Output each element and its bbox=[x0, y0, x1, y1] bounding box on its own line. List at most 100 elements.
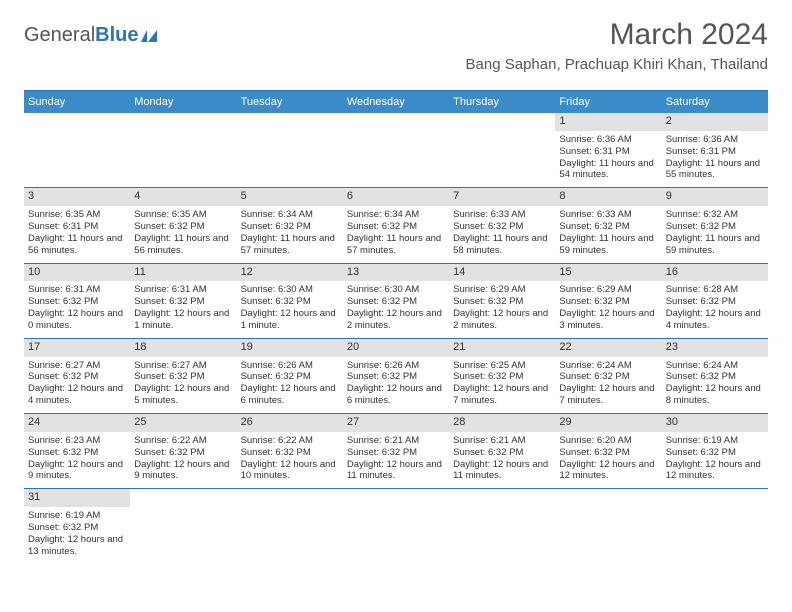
day-daylight: Daylight: 12 hours and 13 minutes. bbox=[28, 534, 126, 558]
calendar-cell: 1Sunrise: 6:36 AMSunset: 6:31 PMDaylight… bbox=[555, 113, 661, 188]
day-daylight: Daylight: 11 hours and 56 minutes. bbox=[28, 233, 126, 257]
day-sunrise: Sunrise: 6:20 AM bbox=[559, 435, 657, 447]
weekday-header: Friday bbox=[555, 91, 661, 113]
day-number: 4 bbox=[130, 188, 236, 206]
day-number: 14 bbox=[449, 264, 555, 282]
day-number: 6 bbox=[343, 188, 449, 206]
day-sunrise: Sunrise: 6:36 AM bbox=[666, 134, 764, 146]
day-daylight: Daylight: 12 hours and 4 minutes. bbox=[666, 308, 764, 332]
day-daylight: Daylight: 12 hours and 11 minutes. bbox=[453, 459, 551, 483]
calendar-body: 1Sunrise: 6:36 AMSunset: 6:31 PMDaylight… bbox=[24, 113, 768, 564]
calendar-cell: 30Sunrise: 6:19 AMSunset: 6:32 PMDayligh… bbox=[662, 414, 768, 489]
day-number: 31 bbox=[24, 489, 130, 507]
day-sunrise: Sunrise: 6:33 AM bbox=[453, 209, 551, 221]
day-sunrise: Sunrise: 6:36 AM bbox=[559, 134, 657, 146]
day-sunrise: Sunrise: 6:30 AM bbox=[241, 284, 339, 296]
day-sunrise: Sunrise: 6:32 AM bbox=[666, 209, 764, 221]
logo-flag-icon bbox=[141, 28, 163, 44]
calendar-cell: 17Sunrise: 6:27 AMSunset: 6:32 PMDayligh… bbox=[24, 339, 130, 414]
day-daylight: Daylight: 12 hours and 7 minutes. bbox=[453, 383, 551, 407]
day-sunrise: Sunrise: 6:27 AM bbox=[28, 360, 126, 372]
day-sunrise: Sunrise: 6:24 AM bbox=[559, 360, 657, 372]
day-sunrise: Sunrise: 6:24 AM bbox=[666, 360, 764, 372]
day-daylight: Daylight: 12 hours and 12 minutes. bbox=[559, 459, 657, 483]
day-sunset: Sunset: 6:31 PM bbox=[28, 221, 126, 233]
day-number: 5 bbox=[237, 188, 343, 206]
day-sunrise: Sunrise: 6:26 AM bbox=[241, 360, 339, 372]
day-sunrise: Sunrise: 6:22 AM bbox=[241, 435, 339, 447]
calendar-cell-empty bbox=[24, 113, 130, 188]
day-sunset: Sunset: 6:32 PM bbox=[28, 522, 126, 534]
day-daylight: Daylight: 11 hours and 56 minutes. bbox=[134, 233, 232, 257]
day-number: 11 bbox=[130, 264, 236, 282]
day-sunrise: Sunrise: 6:21 AM bbox=[453, 435, 551, 447]
title-block: March 2024 Bang Saphan, Prachuap Khiri K… bbox=[466, 18, 768, 73]
day-number: 9 bbox=[662, 188, 768, 206]
day-daylight: Daylight: 12 hours and 12 minutes. bbox=[666, 459, 764, 483]
calendar-cell: 20 Sunrise: 6:26 AMSunset: 6:32 PMDayligh… bbox=[343, 339, 449, 414]
day-daylight: Daylight: 11 hours and 55 minutes. bbox=[666, 158, 764, 182]
day-sunrise: Sunrise: 6:30 AM bbox=[347, 284, 445, 296]
day-number: 20 bbox=[343, 339, 449, 357]
calendar-cell: 11Sunrise: 6:31 AMSunset: 6:32 PMDayligh… bbox=[130, 264, 236, 339]
day-sunrise: Sunrise: 6:26 AM bbox=[347, 360, 445, 372]
calendar-cell: 18Sunrise: 6:27 AMSunset: 6:32 PMDayligh… bbox=[130, 339, 236, 414]
day-number: 10 bbox=[24, 264, 130, 282]
calendar-cell: 27Sunrise: 6:21 AMSunset: 6:32 PMDayligh… bbox=[343, 414, 449, 489]
day-sunrise: Sunrise: 6:19 AM bbox=[666, 435, 764, 447]
calendar-cell-empty bbox=[343, 113, 449, 188]
day-sunset: Sunset: 6:32 PM bbox=[666, 296, 764, 308]
day-sunset: Sunset: 6:32 PM bbox=[347, 371, 445, 383]
day-number: 16 bbox=[662, 264, 768, 282]
day-number: 29 bbox=[555, 414, 661, 432]
location: Bang Saphan, Prachuap Khiri Khan, Thaila… bbox=[466, 56, 768, 73]
calendar-cell: 5Sunrise: 6:34 AMSunset: 6:32 PMDaylight… bbox=[237, 188, 343, 263]
day-sunset: Sunset: 6:32 PM bbox=[453, 221, 551, 233]
day-number: 7 bbox=[449, 188, 555, 206]
day-number: 2 bbox=[662, 113, 768, 131]
day-daylight: Daylight: 12 hours and 7 minutes. bbox=[559, 383, 657, 407]
day-sunset: Sunset: 6:32 PM bbox=[666, 371, 764, 383]
day-sunset: Sunset: 6:32 PM bbox=[559, 221, 657, 233]
day-sunset: Sunset: 6:32 PM bbox=[347, 296, 445, 308]
calendar: SundayMondayTuesdayWednesdayThursdayFrid… bbox=[24, 90, 768, 564]
day-number: 8 bbox=[555, 188, 661, 206]
weekday-header: Thursday bbox=[449, 91, 555, 113]
calendar-cell-empty bbox=[237, 113, 343, 188]
day-sunset: Sunset: 6:32 PM bbox=[134, 447, 232, 459]
calendar-cell: 15Sunrise: 6:29 AMSunset: 6:32 PMDayligh… bbox=[555, 264, 661, 339]
day-sunset: Sunset: 6:32 PM bbox=[453, 371, 551, 383]
day-sunset: Sunset: 6:32 PM bbox=[559, 371, 657, 383]
day-number: 21 bbox=[449, 339, 555, 357]
weekday-header: Sunday bbox=[24, 91, 130, 113]
day-sunrise: Sunrise: 6:34 AM bbox=[347, 209, 445, 221]
day-sunset: Sunset: 6:32 PM bbox=[559, 296, 657, 308]
weekday-header: Tuesday bbox=[237, 91, 343, 113]
day-sunset: Sunset: 6:32 PM bbox=[453, 447, 551, 459]
day-sunset: Sunset: 6:32 PM bbox=[28, 447, 126, 459]
day-number: 18 bbox=[130, 339, 236, 357]
day-sunset: Sunset: 6:32 PM bbox=[453, 296, 551, 308]
day-sunset: Sunset: 6:32 PM bbox=[134, 371, 232, 383]
day-sunrise: Sunrise: 6:29 AM bbox=[559, 284, 657, 296]
day-number: 13 bbox=[343, 264, 449, 282]
day-number: 17 bbox=[24, 339, 130, 357]
calendar-cell: 3Sunrise: 6:35 AMSunset: 6:31 PMDaylight… bbox=[24, 188, 130, 263]
weekday-header: Monday bbox=[130, 91, 236, 113]
day-daylight: Daylight: 12 hours and 6 minutes. bbox=[347, 383, 445, 407]
calendar-cell: 7Sunrise: 6:33 AMSunset: 6:32 PMDaylight… bbox=[449, 188, 555, 263]
calendar-cell: 21Sunrise: 6:25 AMSunset: 6:32 PMDayligh… bbox=[449, 339, 555, 414]
day-sunrise: Sunrise: 6:34 AM bbox=[241, 209, 339, 221]
calendar-cell: 13Sunrise: 6:30 AMSunset: 6:32 PMDayligh… bbox=[343, 264, 449, 339]
day-sunset: Sunset: 6:31 PM bbox=[559, 146, 657, 158]
day-sunrise: Sunrise: 6:31 AM bbox=[134, 284, 232, 296]
day-sunset: Sunset: 6:32 PM bbox=[241, 296, 339, 308]
calendar-cell: 22Sunrise: 6:24 AMSunset: 6:32 PMDayligh… bbox=[555, 339, 661, 414]
day-sunrise: Sunrise: 6:28 AM bbox=[666, 284, 764, 296]
day-daylight: Daylight: 12 hours and 2 minutes. bbox=[453, 308, 551, 332]
day-daylight: Daylight: 11 hours and 59 minutes. bbox=[559, 233, 657, 257]
weekday-header: Saturday bbox=[662, 91, 768, 113]
day-sunset: Sunset: 6:32 PM bbox=[666, 447, 764, 459]
day-daylight: Daylight: 12 hours and 8 minutes. bbox=[666, 383, 764, 407]
calendar-cell: 23Sunrise: 6:24 AMSunset: 6:32 PMDayligh… bbox=[662, 339, 768, 414]
